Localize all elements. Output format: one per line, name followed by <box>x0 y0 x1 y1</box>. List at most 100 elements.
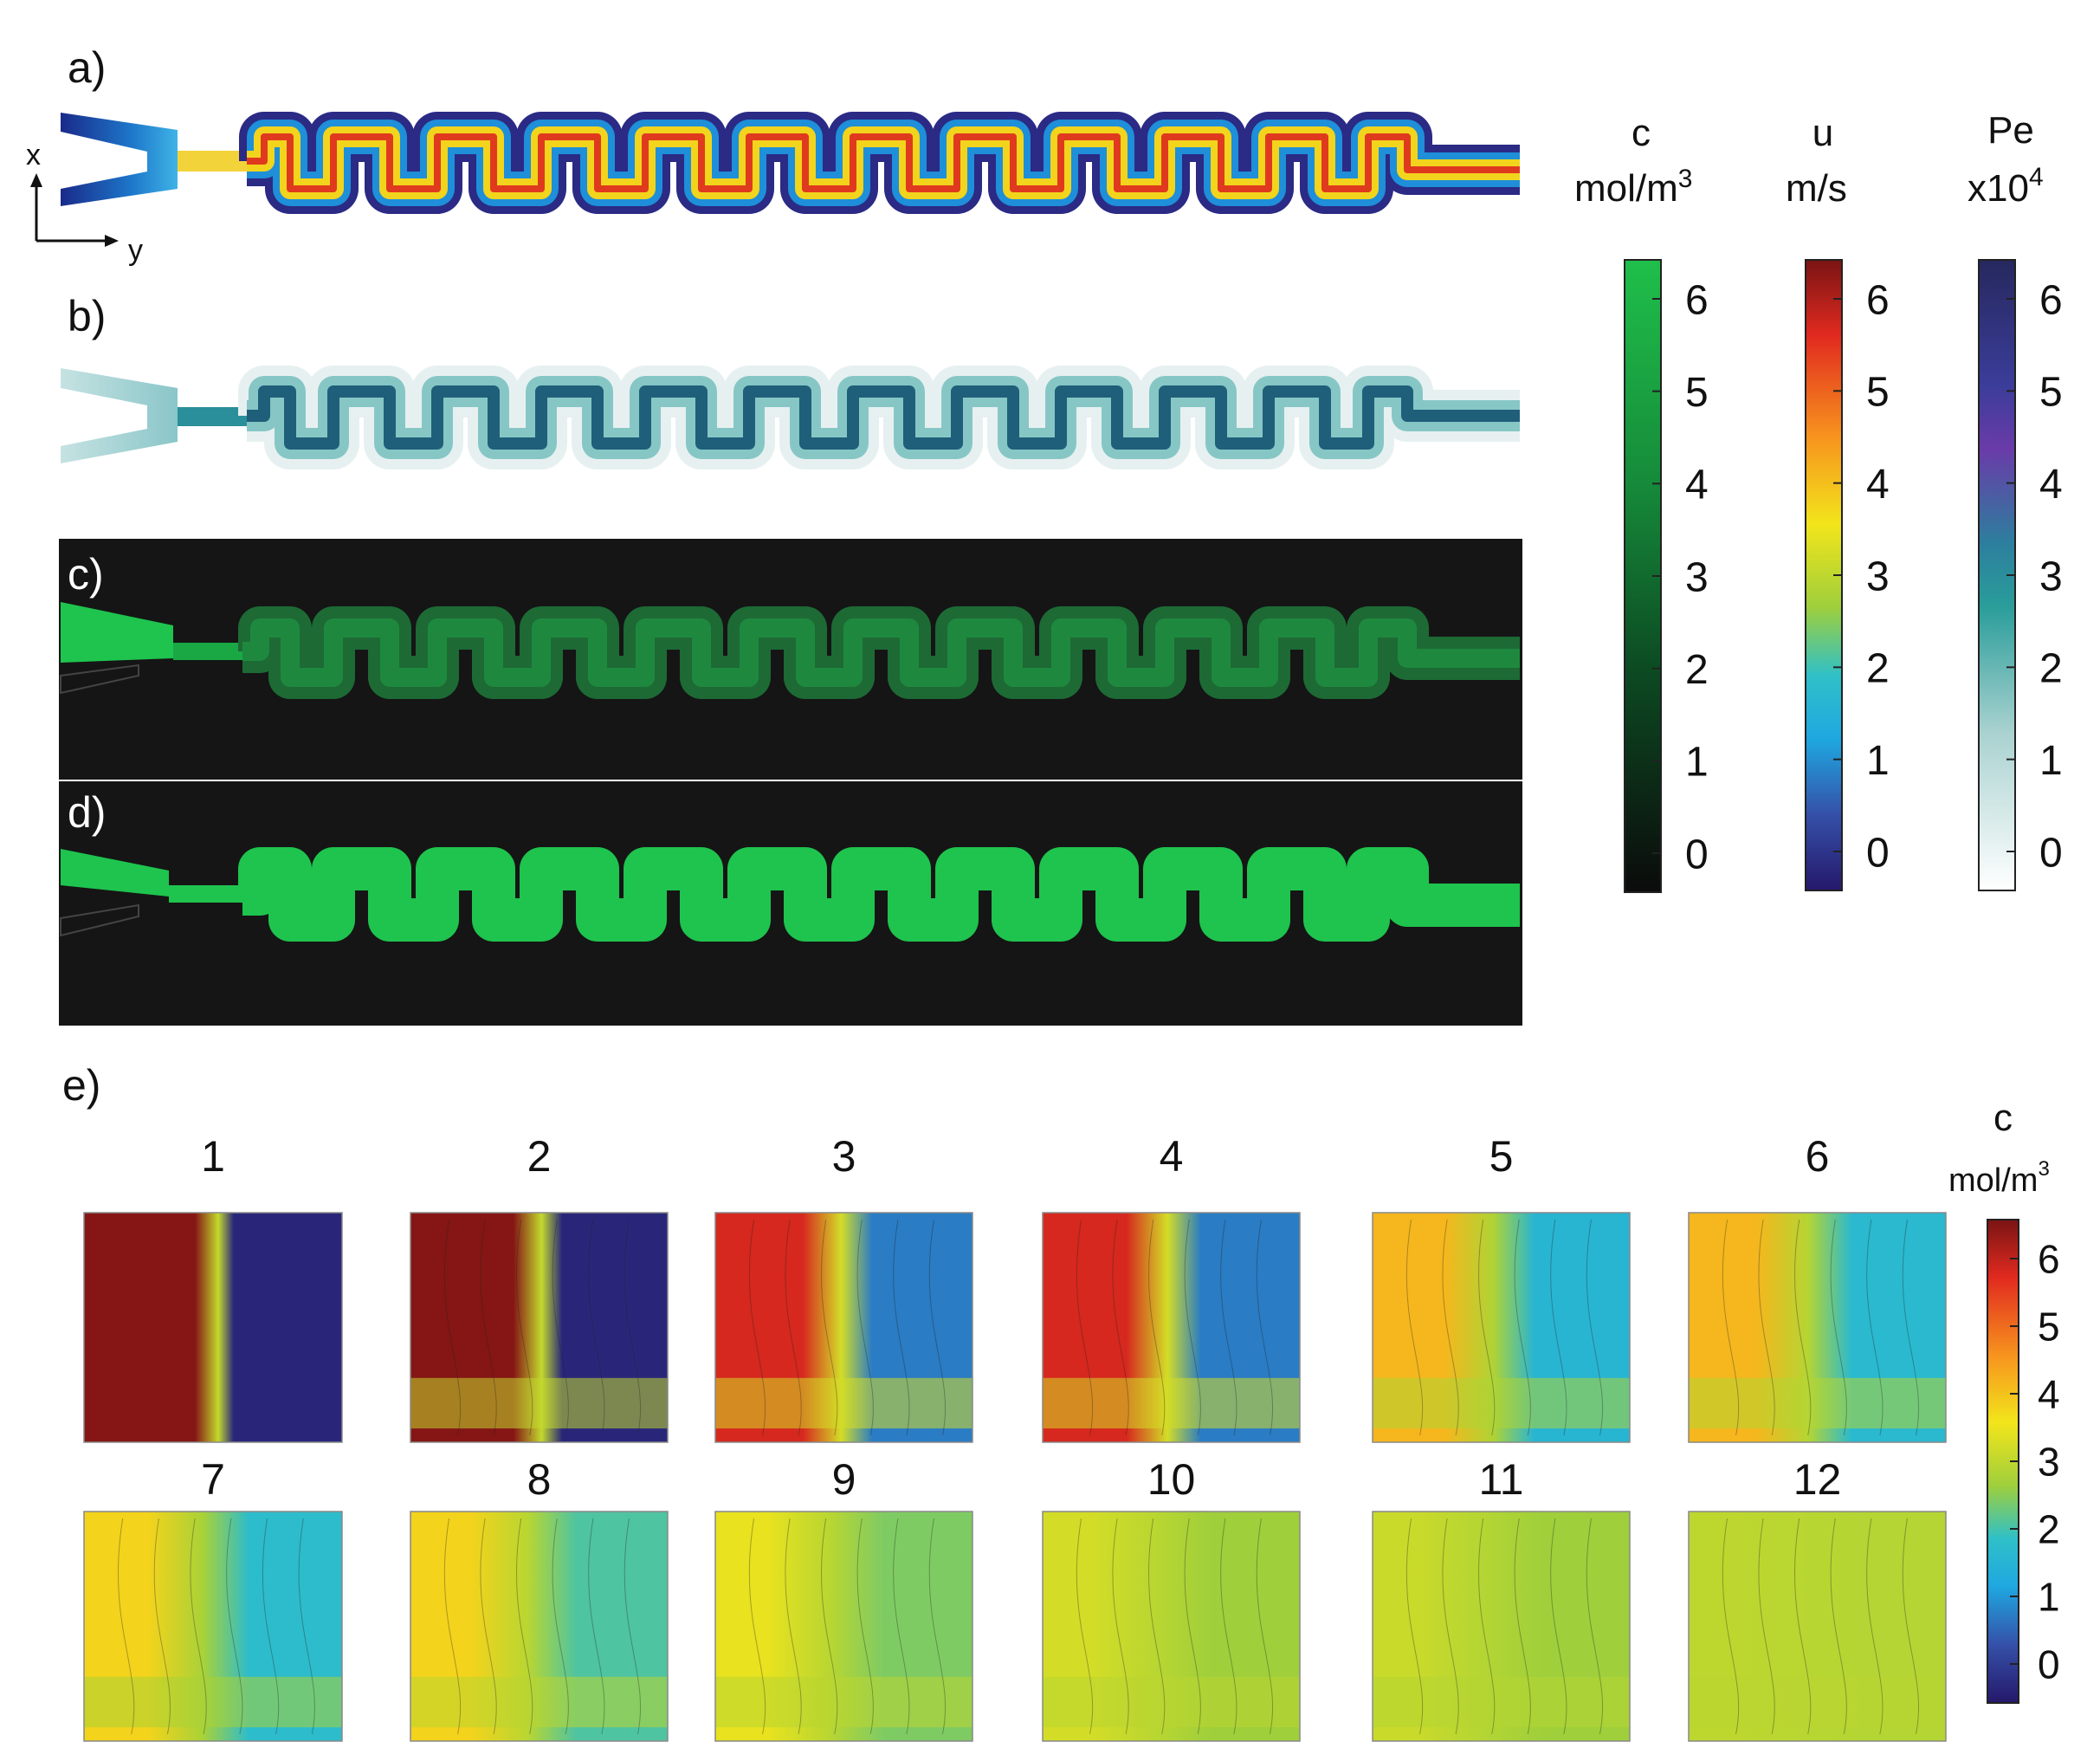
streamline <box>1478 1219 1496 1436</box>
subplot-2: 2 <box>410 1132 669 1443</box>
colorbar-u: u m/s 6 5 4 3 2 1 0 <box>1786 112 1890 891</box>
colorbar-c-tick-label: 3 <box>1685 554 1709 600</box>
streamline <box>226 1518 243 1735</box>
axis-y-label: y <box>128 234 143 267</box>
subplot-label: 1 <box>201 1132 225 1181</box>
streamline <box>748 1219 766 1436</box>
colorbar-u-ticks: 6 5 4 3 2 1 0 <box>1833 277 1890 876</box>
colorbar-e-tick-label: 2 <box>2038 1507 2060 1552</box>
streamline <box>1256 1219 1273 1436</box>
streamline <box>928 1518 946 1735</box>
streamline <box>1442 1219 1459 1436</box>
subplot-bottom-band <box>1043 1377 1300 1429</box>
streamline <box>588 1219 605 1436</box>
streamline <box>856 1518 874 1735</box>
streamline <box>821 1219 838 1436</box>
colorbar-pe-symbol: Pe <box>1987 109 2034 152</box>
streamline <box>588 1518 605 1735</box>
subplot-frame <box>1688 1511 1947 1742</box>
subplot-frame <box>1042 1212 1301 1443</box>
subplot-grid: 1 2 3 4 5 67 8 9 10 11 12 <box>83 1132 1947 1742</box>
colorbar-pe-ticks: 6 5 4 3 2 1 0 <box>2006 277 2063 876</box>
colorbar-c: c mol/m3 6 5 4 3 2 1 0 <box>1574 112 1709 893</box>
subplot-frame <box>1042 1511 1301 1742</box>
subplot-12: 12 <box>1688 1455 1947 1742</box>
colorbar-pe-tick-label: 4 <box>2039 462 2063 508</box>
subplot-3: 3 <box>714 1132 973 1443</box>
streamline <box>480 1219 497 1436</box>
subplot-bottom-band <box>1689 1377 1946 1429</box>
subplot-frame <box>1688 1212 1947 1443</box>
streamline <box>1514 1518 1531 1735</box>
colorbar-pe-tick-label: 6 <box>2039 277 2063 323</box>
streamline <box>1112 1219 1129 1436</box>
streamline <box>190 1518 207 1735</box>
colorbar-pe-unit: x104 <box>1968 163 2044 210</box>
streamline <box>1514 1219 1531 1436</box>
colorbar-u-tick-label: 1 <box>1866 738 1890 784</box>
streamline <box>785 1518 802 1735</box>
panel-d: d) <box>59 781 1522 1026</box>
streamline <box>1794 1219 1812 1436</box>
subplot-label: 5 <box>1489 1132 1514 1181</box>
colorbar-c-tick-label: 0 <box>1685 832 1709 877</box>
axes-indicator: x y <box>26 139 143 267</box>
colorbar-c-unit: mol/m3 <box>1574 165 1692 210</box>
streamline <box>1148 1518 1166 1735</box>
subplot-frame <box>83 1212 343 1443</box>
streamline <box>1184 1219 1201 1436</box>
streamline <box>1148 1219 1166 1436</box>
streamline <box>1902 1219 1919 1436</box>
colorbar-u-tick-label: 5 <box>1866 370 1890 416</box>
streamline <box>1405 1518 1424 1735</box>
colorbar-c-tick-label: 5 <box>1685 370 1709 416</box>
subplot-label: 12 <box>1793 1455 1842 1504</box>
subplot-1: 1 <box>83 1132 343 1443</box>
subplot-frame <box>83 1511 343 1742</box>
colorbar-pe-tick-label: 0 <box>2039 830 2063 876</box>
streamline <box>1866 1518 1884 1735</box>
subplot-frame <box>410 1212 669 1443</box>
colorbar-e-tick-label: 0 <box>2038 1642 2060 1687</box>
streamline <box>516 1518 533 1735</box>
subplot-bottom-band <box>84 1676 342 1728</box>
streamline <box>748 1518 766 1735</box>
streamline <box>262 1518 280 1735</box>
streamline <box>1722 1219 1740 1436</box>
subplot-bottom-band <box>1373 1676 1630 1728</box>
panel-e-label: e) <box>62 1061 100 1110</box>
inlet-channel-b <box>178 407 247 426</box>
subplot-bottom-band <box>1689 1676 1946 1728</box>
subplot-10: 10 <box>1042 1455 1301 1742</box>
streamline <box>552 1518 569 1735</box>
panel-c: c) <box>59 539 1522 780</box>
panel-c-label: c) <box>68 550 104 599</box>
subplot-4: 4 <box>1042 1132 1301 1443</box>
streamline <box>1586 1518 1603 1735</box>
subplot-label: 10 <box>1147 1455 1196 1504</box>
colorbar-pe-tick-label: 1 <box>2039 738 2063 784</box>
y-arrow-icon <box>105 235 119 247</box>
subplot-label: 6 <box>1806 1132 1830 1181</box>
colorbar-e-ticks: 6 5 4 3 2 1 0 <box>2010 1237 2060 1687</box>
streamline <box>1220 1518 1237 1735</box>
colorbar-u-tick-label: 0 <box>1866 830 1890 876</box>
colorbar-e-tick-label: 4 <box>2038 1372 2060 1417</box>
panel-a-label: a) <box>68 43 106 92</box>
subplot-7: 7 <box>83 1455 343 1742</box>
x-arrow-icon <box>30 173 42 187</box>
colorbar-e: c mol/m3 6 5 4 3 2 1 0 <box>1948 1097 2060 1704</box>
streamline <box>928 1219 946 1436</box>
panel-b-label: b) <box>68 292 106 340</box>
streamline <box>1722 1518 1740 1735</box>
streamline <box>1076 1219 1094 1436</box>
streamline <box>856 1219 874 1436</box>
streamline <box>1586 1219 1603 1436</box>
colorbar-u-unit: m/s <box>1786 167 1847 210</box>
subplot-5: 5 <box>1372 1132 1631 1443</box>
streamline <box>624 1219 641 1436</box>
streamline <box>1405 1219 1424 1436</box>
inlet-shape <box>61 113 178 206</box>
subplot-bottom-band <box>1043 1676 1300 1728</box>
